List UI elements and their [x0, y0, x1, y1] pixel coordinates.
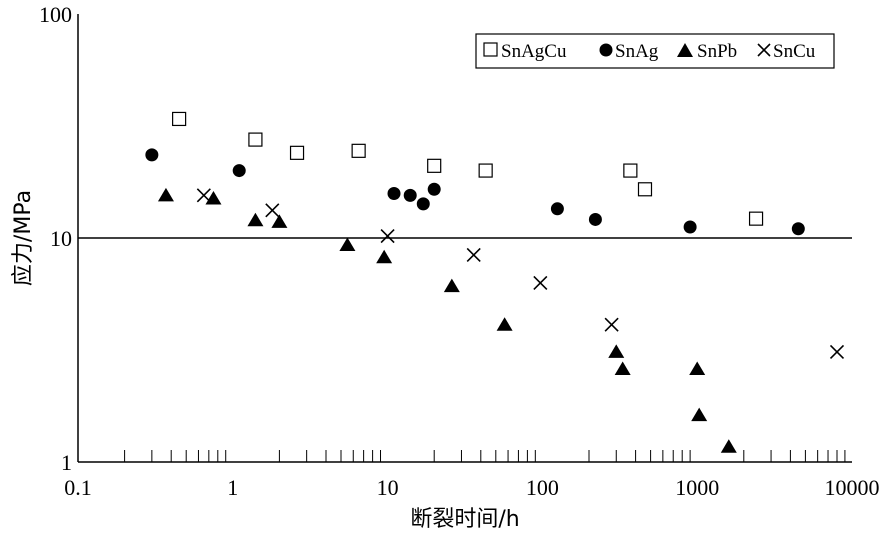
data-point-snagcu	[427, 158, 442, 173]
data-point-snpb	[614, 361, 631, 376]
data-point-snag	[427, 182, 441, 196]
data-point-sncu	[533, 275, 548, 291]
x-tick-label: 0.1	[64, 475, 92, 500]
data-point-sncu	[265, 203, 280, 218]
data-point-sncu	[196, 188, 211, 203]
data-point-sncu	[466, 247, 481, 263]
data-point-snagcu	[351, 143, 366, 158]
legend-label-snagcu: SnAgCu	[501, 41, 567, 62]
data-point-snagcu	[478, 163, 493, 178]
data-point-snagcu	[289, 145, 305, 160]
data-point-snpb	[271, 214, 288, 228]
data-point-snagcu	[637, 182, 653, 197]
legend-symbol-triangle-icon	[677, 43, 693, 57]
x-axis-title: 断裂时间/h	[410, 507, 519, 532]
data-point-sncu	[604, 317, 619, 332]
data-point-snag	[683, 220, 697, 234]
data-point-snpb	[608, 344, 625, 358]
data-point-snagcu	[748, 211, 764, 226]
data-point-sncu	[829, 344, 845, 360]
data-point-snagcu	[172, 111, 187, 127]
data-point-snag	[387, 187, 401, 201]
y-tick-label: 10	[50, 226, 72, 251]
data-point-snpb	[339, 237, 356, 252]
y-axis-title: 应力/MPa	[11, 190, 36, 286]
x-tick-label: 10	[377, 475, 399, 500]
data-markers	[145, 111, 845, 453]
x-tick-label: 10000	[825, 475, 880, 500]
data-point-snag	[403, 188, 417, 202]
data-point-snpb	[443, 278, 460, 293]
data-point-snag	[232, 164, 246, 178]
data-point-snpb	[205, 191, 222, 205]
data-point-snag	[588, 212, 602, 226]
legend-symbol-circle-icon	[599, 43, 613, 57]
data-point-snpb	[689, 361, 706, 376]
y-tick-label: 100	[39, 2, 72, 27]
data-point-snpb	[496, 317, 513, 331]
data-point-snag	[416, 197, 430, 211]
data-point-snagcu	[248, 132, 263, 147]
legend-label-snag: SnAg	[615, 41, 659, 62]
legend-label-sncu: SnCu	[773, 41, 816, 62]
x-tick-label: 1000	[675, 475, 719, 500]
legend-box	[475, 33, 835, 69]
data-point-snag	[550, 202, 564, 216]
x-tick-labels: 0.1 1 10 100 1000 10000	[64, 475, 879, 500]
x-minor-ticks	[124, 450, 846, 462]
data-point-snpb	[691, 407, 708, 422]
x-tick-label: 100	[526, 475, 559, 500]
legend: SnAgCu SnAg SnPb SnCu	[475, 33, 835, 69]
data-point-snpb	[157, 187, 174, 202]
y-tick-label: 1	[61, 450, 72, 475]
legend-symbol-square-icon	[483, 42, 498, 57]
legend-symbol-cross-icon	[757, 43, 771, 57]
data-point-snagcu	[623, 163, 638, 178]
data-point-snpb	[376, 249, 393, 264]
data-point-sncu	[380, 229, 395, 244]
data-point-snpb	[247, 212, 264, 227]
y-tick-labels: 1 10 100	[39, 2, 72, 475]
data-point-snpb	[720, 439, 737, 453]
data-point-snag	[145, 148, 159, 162]
x-tick-label: 1	[227, 475, 238, 500]
legend-label-snpb: SnPb	[697, 41, 737, 62]
data-point-snag	[791, 222, 805, 236]
